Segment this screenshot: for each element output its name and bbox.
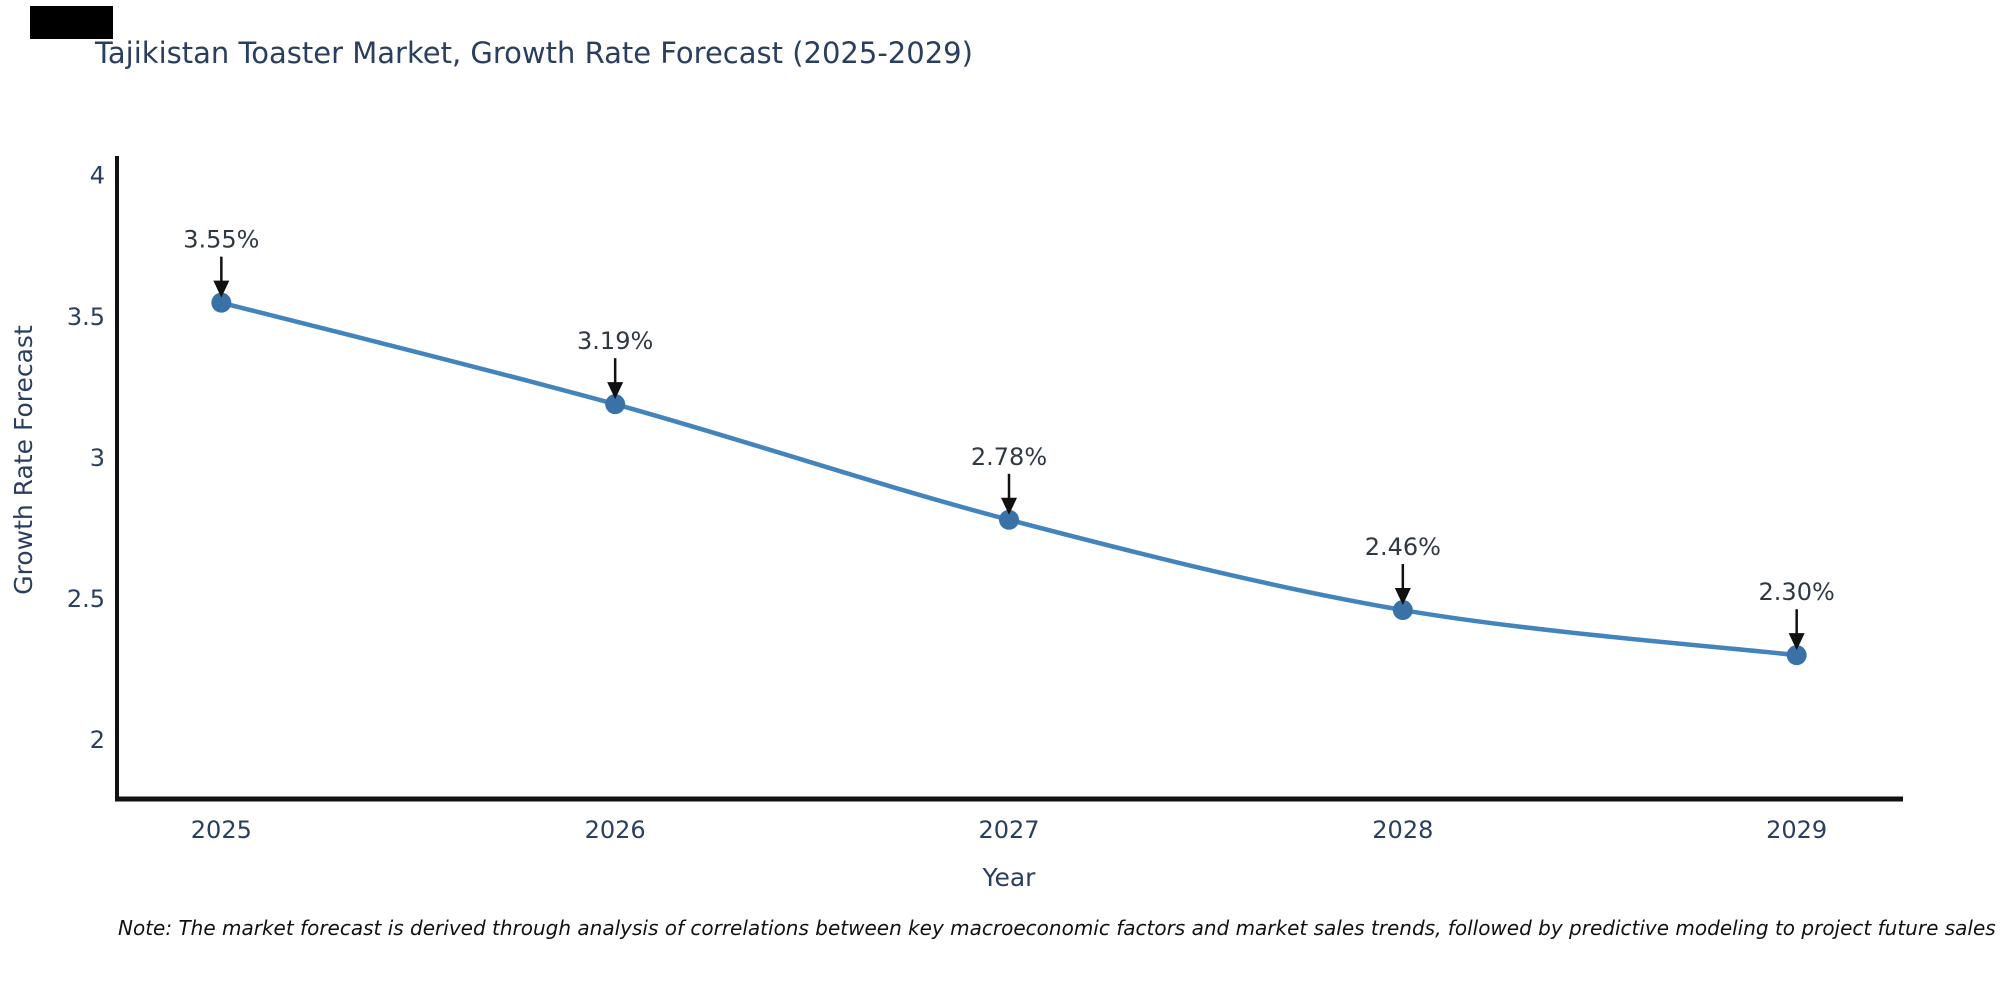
data-point-marker bbox=[605, 394, 626, 415]
point-annotation-label: 2.30% bbox=[1759, 578, 1835, 606]
y-axis-title: Growth Rate Forecast bbox=[9, 325, 38, 595]
data-point-marker bbox=[1786, 645, 1807, 666]
footnote-text: Note: The market forecast is derived thr… bbox=[118, 916, 1996, 940]
x-axis-title: Year bbox=[982, 863, 1037, 892]
x-tick-label: 2028 bbox=[1372, 816, 1433, 844]
y-tick-label: 3 bbox=[90, 444, 105, 472]
chart-title: Tajikistan Toaster Market, Growth Rate F… bbox=[95, 36, 973, 70]
annotation-arrowhead bbox=[607, 382, 624, 400]
footnote-container: Note: The market forecast is derived thr… bbox=[118, 916, 2000, 940]
annotation-arrowhead bbox=[1788, 633, 1805, 651]
black-corner-mark bbox=[30, 6, 113, 39]
point-annotation-label: 3.19% bbox=[577, 327, 653, 355]
annotation-arrowhead bbox=[213, 280, 230, 298]
annotation-arrowhead bbox=[1001, 497, 1017, 515]
annotation-arrowhead bbox=[1394, 588, 1411, 606]
x-tick-label: 2025 bbox=[191, 816, 252, 844]
data-point-marker bbox=[1392, 600, 1413, 621]
data-point-marker bbox=[999, 509, 1019, 530]
point-annotation-label: 3.55% bbox=[183, 226, 259, 254]
y-tick-label: 2.5 bbox=[67, 585, 105, 613]
point-annotation-label: 2.46% bbox=[1365, 533, 1441, 561]
y-tick-label: 4 bbox=[90, 162, 105, 190]
point-annotation-label: 2.78% bbox=[971, 443, 1047, 471]
y-tick-label: 2 bbox=[90, 726, 105, 754]
data-point-marker bbox=[211, 292, 232, 313]
x-tick-label: 2027 bbox=[978, 816, 1039, 844]
x-tick-label: 2026 bbox=[585, 816, 646, 844]
y-tick-label: 3.5 bbox=[67, 303, 105, 331]
x-tick-label: 2029 bbox=[1766, 816, 1827, 844]
